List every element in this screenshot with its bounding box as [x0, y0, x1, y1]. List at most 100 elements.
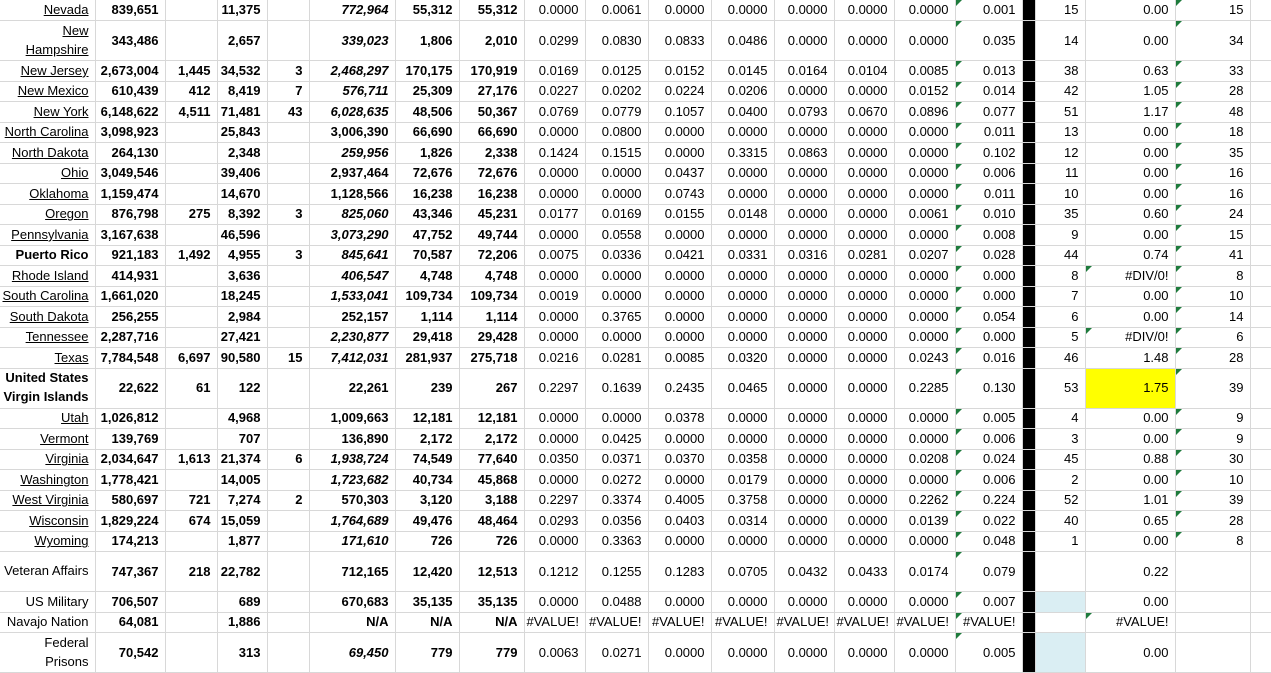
cell-l[interactable]: 0.0320 — [711, 347, 775, 369]
state-link[interactable]: North Dakota — [11, 144, 89, 160]
cell-o[interactable]: 0.0000 — [894, 469, 956, 491]
cell-c[interactable] — [165, 163, 218, 184]
cell-q[interactable]: 44 — [1035, 245, 1086, 266]
cell-l[interactable]: 0.0000 — [711, 224, 775, 246]
cell-j[interactable]: 0.0336 — [585, 245, 649, 266]
cell-d[interactable]: 14,005 — [217, 469, 268, 491]
cell-g[interactable]: 40,734 — [395, 469, 460, 491]
cell-h[interactable]: 2,338 — [459, 142, 525, 164]
cell-d[interactable]: 1,877 — [217, 531, 268, 552]
cell-i[interactable]: 0.0000 — [524, 265, 586, 287]
cell-o[interactable]: 0.0000 — [894, 306, 956, 328]
cell-b[interactable]: 876,798 — [95, 204, 166, 225]
cell-r[interactable]: 0.00 — [1085, 408, 1176, 429]
cell-h[interactable]: N/A — [459, 612, 525, 633]
cell-m[interactable]: 0.0000 — [774, 510, 835, 532]
cell-p[interactable]: 0.016 — [955, 347, 1023, 369]
cell-s[interactable] — [1175, 612, 1251, 633]
cell-j[interactable]: 0.0271 — [585, 632, 649, 673]
cell-l[interactable]: 0.0148 — [711, 204, 775, 225]
cell-p[interactable]: 0.000 — [955, 286, 1023, 307]
cell-i[interactable]: 0.0000 — [524, 428, 586, 450]
cell-r[interactable]: 1.48 — [1085, 347, 1176, 369]
cell-r[interactable]: 0.74 — [1085, 245, 1176, 266]
cell-empty[interactable] — [1250, 142, 1271, 164]
cell-b[interactable]: 2,287,716 — [95, 327, 166, 348]
cell-p[interactable]: 0.013 — [955, 60, 1023, 82]
cell-e[interactable]: 7 — [267, 81, 310, 102]
cell-empty[interactable] — [1250, 510, 1271, 532]
cell-p[interactable]: 0.000 — [955, 265, 1023, 287]
cell-g[interactable]: 70,587 — [395, 245, 460, 266]
cell-q[interactable]: 9 — [1035, 224, 1086, 246]
cell-b[interactable]: 256,255 — [95, 306, 166, 328]
cell-j[interactable]: 0.0202 — [585, 81, 649, 102]
cell-n[interactable]: 0.0281 — [834, 245, 895, 266]
cell-g[interactable]: 43,346 — [395, 204, 460, 225]
cell-i[interactable]: 0.0000 — [524, 122, 586, 143]
cell-l[interactable]: #VALUE! — [711, 612, 775, 633]
cell-j[interactable]: 0.0281 — [585, 347, 649, 369]
cell-m[interactable]: 0.0164 — [774, 60, 835, 82]
cell-empty[interactable] — [1250, 224, 1271, 246]
cell-m[interactable]: 0.0000 — [774, 306, 835, 328]
cell-b[interactable]: 839,651 — [95, 0, 166, 21]
cell-j[interactable]: 0.0779 — [585, 101, 649, 123]
cell-l[interactable]: 0.3758 — [711, 490, 775, 511]
row-label-cell[interactable]: Washington — [0, 469, 96, 491]
cell-k[interactable]: 0.0152 — [648, 60, 712, 82]
cell-b[interactable]: 7,784,548 — [95, 347, 166, 369]
cell-d[interactable]: 689 — [217, 591, 268, 613]
cell-e[interactable] — [267, 286, 310, 307]
cell-c[interactable]: 61 — [165, 368, 218, 409]
row-label-cell[interactable]: Nevada — [0, 0, 96, 21]
cell-e[interactable] — [267, 612, 310, 633]
cell-i[interactable]: 0.0063 — [524, 632, 586, 673]
cell-n[interactable]: 0.0000 — [834, 591, 895, 613]
cell-i[interactable]: 0.0299 — [524, 20, 586, 61]
cell-g[interactable]: 49,476 — [395, 510, 460, 532]
cell-n[interactable]: 0.0104 — [834, 60, 895, 82]
cell-c[interactable]: 6,697 — [165, 347, 218, 369]
cell-empty[interactable] — [1250, 60, 1271, 82]
cell-f[interactable]: 69,450 — [309, 632, 396, 673]
cell-r[interactable]: 0.00 — [1085, 469, 1176, 491]
cell-e[interactable] — [267, 428, 310, 450]
cell-h[interactable]: 3,188 — [459, 490, 525, 511]
cell-empty[interactable] — [1250, 591, 1271, 613]
cell-q[interactable]: 5 — [1035, 327, 1086, 348]
cell-empty[interactable] — [1250, 408, 1271, 429]
cell-g[interactable]: 29,418 — [395, 327, 460, 348]
cell-e[interactable]: 2 — [267, 490, 310, 511]
cell-b[interactable]: 174,213 — [95, 531, 166, 552]
cell-l[interactable]: 0.0000 — [711, 265, 775, 287]
cell-i[interactable]: 0.0000 — [524, 306, 586, 328]
cell-q[interactable]: 53 — [1035, 368, 1086, 409]
cell-n[interactable]: 0.0000 — [834, 204, 895, 225]
cell-m[interactable]: 0.0000 — [774, 204, 835, 225]
cell-s[interactable]: 15 — [1175, 224, 1251, 246]
cell-n[interactable]: 0.0000 — [834, 368, 895, 409]
cell-i[interactable]: 0.0000 — [524, 183, 586, 205]
row-label-cell[interactable]: New York — [0, 101, 96, 123]
cell-o[interactable]: 0.0000 — [894, 0, 956, 21]
cell-p[interactable]: 0.006 — [955, 163, 1023, 184]
cell-f[interactable]: 6,028,635 — [309, 101, 396, 123]
cell-f[interactable]: 2,230,877 — [309, 327, 396, 348]
state-link[interactable]: Utah — [61, 410, 89, 426]
cell-b[interactable]: 6,148,622 — [95, 101, 166, 123]
cell-g[interactable]: 281,937 — [395, 347, 460, 369]
cell-s[interactable]: 39 — [1175, 490, 1251, 511]
cell-c[interactable]: 275 — [165, 204, 218, 225]
cell-j[interactable]: 0.0272 — [585, 469, 649, 491]
cell-empty[interactable] — [1250, 551, 1271, 592]
cell-q[interactable]: 13 — [1035, 122, 1086, 143]
cell-h[interactable]: 2,010 — [459, 20, 525, 61]
cell-d[interactable]: 71,481 — [217, 101, 268, 123]
state-link[interactable]: New York — [33, 103, 89, 119]
cell-o[interactable]: 0.0000 — [894, 183, 956, 205]
cell-f[interactable]: 1,938,724 — [309, 449, 396, 470]
cell-i[interactable]: 0.0000 — [524, 408, 586, 429]
cell-k[interactable]: 0.0403 — [648, 510, 712, 532]
cell-d[interactable]: 4,955 — [217, 245, 268, 266]
